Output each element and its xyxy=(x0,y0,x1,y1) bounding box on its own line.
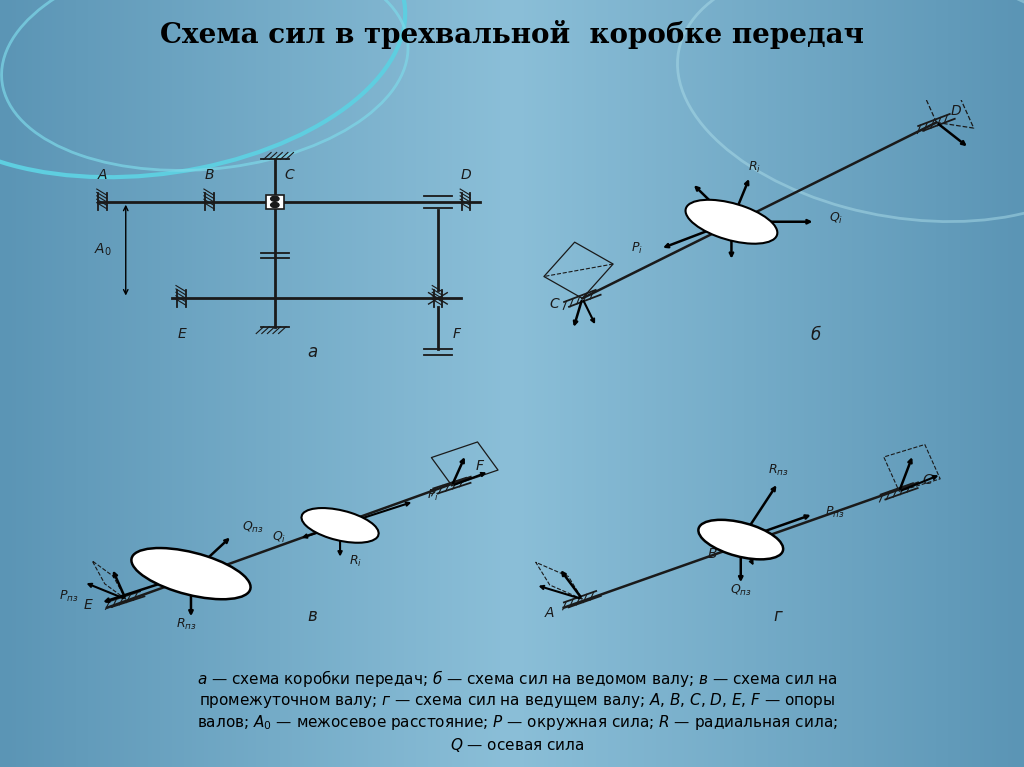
Text: Схема сил в трехвальной  коробке передач: Схема сил в трехвальной коробке передач xyxy=(160,20,864,49)
Text: $Q_i$: $Q_i$ xyxy=(271,531,286,545)
Text: $R_i$: $R_i$ xyxy=(749,160,761,175)
Text: $R_{пз}$: $R_{пз}$ xyxy=(176,617,197,632)
Text: A: A xyxy=(545,607,554,621)
Text: E: E xyxy=(84,597,93,612)
Text: D: D xyxy=(461,168,471,182)
Ellipse shape xyxy=(685,199,777,244)
Text: промежуточном валу; $\mathit{г}$ — схема сил на ведущем валу; $\mathit{A}$, $\ma: промежуточном валу; $\mathit{г}$ — схема… xyxy=(199,691,836,710)
Ellipse shape xyxy=(698,520,783,559)
Text: F: F xyxy=(453,327,461,341)
Text: б: б xyxy=(810,326,820,344)
Bar xyxy=(265,195,285,209)
Text: $\mathit{а}$ — схема коробки передач; $\mathit{б}$ — схема сил на ведомом валу; : $\mathit{а}$ — схема коробки передач; $\… xyxy=(197,668,838,689)
Text: $Q_i$: $Q_i$ xyxy=(829,211,844,225)
Text: C: C xyxy=(284,168,294,182)
Text: C: C xyxy=(923,473,932,487)
Text: $P_{пз}$: $P_{пз}$ xyxy=(825,505,845,519)
Text: $Q_{пз}$: $Q_{пз}$ xyxy=(242,520,263,535)
Text: $R_{пз}$: $R_{пз}$ xyxy=(768,463,788,479)
Text: $Q_{пз}$: $Q_{пз}$ xyxy=(730,582,752,597)
Text: $R_i$: $R_i$ xyxy=(349,554,362,569)
Text: а: а xyxy=(307,344,317,361)
Text: B: B xyxy=(708,547,718,561)
Text: валов; $\mathit{A_0}$ — межосевое расстояние; $\mathit{P}$ — окружная сила; $\ma: валов; $\mathit{A_0}$ — межосевое рассто… xyxy=(197,713,838,732)
Ellipse shape xyxy=(301,508,379,543)
Text: $P_{пз}$: $P_{пз}$ xyxy=(58,589,78,604)
Text: F: F xyxy=(476,459,484,472)
Text: D: D xyxy=(950,104,962,118)
Circle shape xyxy=(270,202,279,208)
Text: C: C xyxy=(549,297,559,311)
Text: A: A xyxy=(97,168,108,182)
Text: $\mathit{Q}$ — осевая сила: $\mathit{Q}$ — осевая сила xyxy=(450,736,585,754)
Text: $A_0$: $A_0$ xyxy=(94,242,112,258)
Text: B: B xyxy=(205,168,214,182)
Ellipse shape xyxy=(131,548,251,599)
Text: г: г xyxy=(774,607,782,625)
Text: $P_i$: $P_i$ xyxy=(427,488,439,503)
Circle shape xyxy=(270,196,279,201)
Text: E: E xyxy=(177,327,186,341)
Text: $P_i$: $P_i$ xyxy=(631,241,643,256)
Text: в: в xyxy=(307,607,317,625)
